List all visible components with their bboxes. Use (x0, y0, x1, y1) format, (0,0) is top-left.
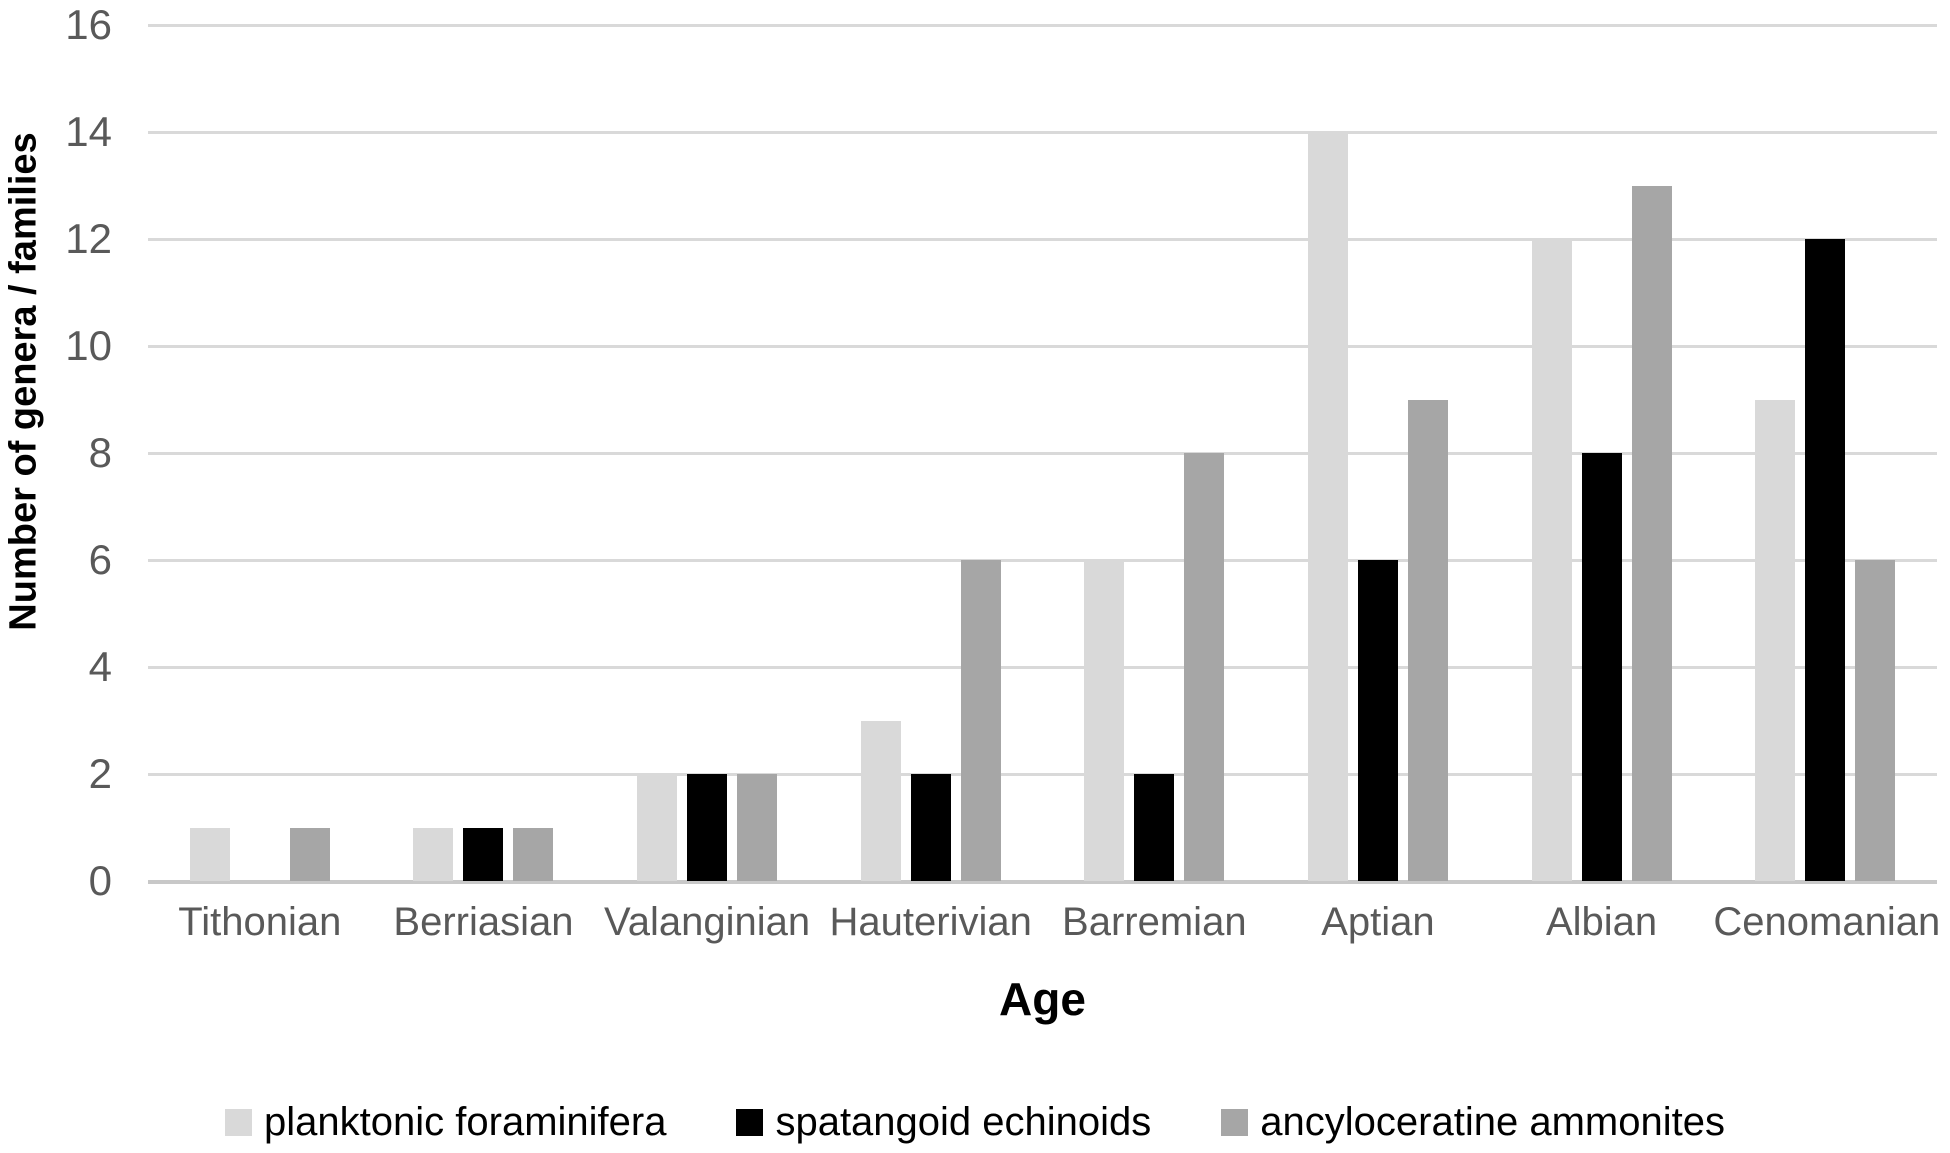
gridline (148, 24, 1937, 27)
bar (463, 827, 504, 881)
bar (189, 827, 230, 881)
y-tick-label: 4 (88, 643, 112, 690)
x-axis-title: Age (999, 973, 1086, 1025)
x-category-label: Aptian (1321, 900, 1435, 944)
bar (1084, 560, 1125, 881)
gridline (148, 237, 1937, 241)
bar (1805, 239, 1846, 881)
x-category-label: Cenomanian (1713, 900, 1941, 944)
y-tick-label: 0 (88, 857, 112, 904)
legend-label: spatangoid echinoids (775, 1100, 1152, 1144)
gridline (148, 451, 1937, 455)
x-category-label: Valanginian (604, 900, 811, 944)
legend-label: planktonic foraminifera (264, 1100, 667, 1144)
gridline (148, 772, 1937, 776)
y-tick-label: 8 (88, 429, 112, 476)
bar (1531, 239, 1572, 881)
gridline (148, 130, 1937, 134)
bar (1755, 399, 1796, 881)
y-tick-label: 14 (65, 108, 112, 155)
y-tick-label: 6 (88, 536, 112, 583)
y-tick-label: 2 (88, 750, 112, 797)
plot-area (148, 24, 1937, 884)
bar (289, 827, 330, 881)
legend-item: ancyloceratine ammonites (1221, 1098, 1725, 1146)
y-tick-label: 12 (65, 215, 112, 262)
bar (413, 827, 454, 881)
bar (960, 560, 1001, 881)
x-category-label: Albian (1545, 900, 1658, 944)
bar (1134, 774, 1175, 881)
bar (637, 774, 678, 881)
x-axis-line (148, 880, 1937, 884)
bar (1184, 453, 1225, 881)
x-category-label: Barremian (1062, 900, 1247, 944)
gridline (148, 665, 1937, 669)
gridline (148, 344, 1937, 348)
gridline (148, 558, 1937, 562)
bar (910, 774, 951, 881)
chart-legend: planktonic foraminifera spatangoid echino… (0, 1094, 1950, 1150)
y-tick-label: 10 (65, 322, 112, 369)
legend-swatch-icon (736, 1108, 764, 1136)
bar (1581, 453, 1622, 881)
legend-swatch-icon (225, 1108, 253, 1136)
x-category-label: Hauterivian (829, 900, 1032, 944)
x-category-label: Berriasian (393, 900, 574, 944)
bar (1855, 560, 1896, 881)
bar (1307, 132, 1348, 881)
y-tick-label: 16 (65, 1, 112, 48)
bar (860, 720, 901, 881)
bar (513, 827, 554, 881)
legend-item: spatangoid echinoids (736, 1098, 1151, 1146)
legend-label: ancyloceratine ammonites (1260, 1100, 1725, 1144)
bar (737, 774, 778, 881)
bar (1357, 560, 1398, 881)
bar (687, 774, 728, 881)
bar (1631, 185, 1672, 881)
legend-swatch-icon (1221, 1108, 1249, 1136)
x-category-label: Tithonian (178, 900, 342, 944)
bar (1407, 399, 1448, 881)
legend-item: planktonic foraminifera (225, 1098, 666, 1146)
